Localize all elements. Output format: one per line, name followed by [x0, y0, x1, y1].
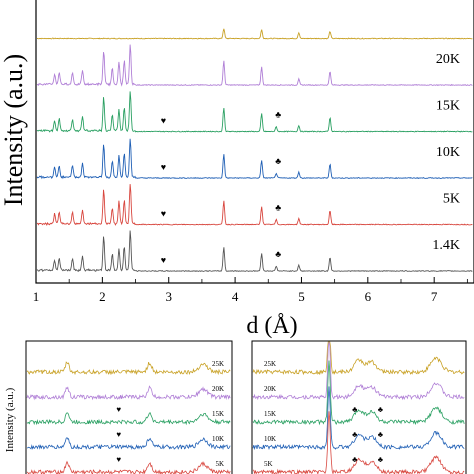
inset-peak-marker: ♥	[116, 455, 121, 464]
inset-series-line	[252, 341, 465, 376]
inset-series-label: 15K	[212, 410, 224, 418]
inset-series-line	[26, 361, 231, 376]
inset-series-label: 25K	[264, 360, 276, 368]
inset-right-panel: ♣ ♣ ♣ ♣ ♣ ♣ 25K 20K 15K 10K 5K	[251, 340, 467, 474]
inset-left-panel: ♥ ♥ ♥ 25K 20K 15K 10K 5K Intensity (a.u.)	[4, 340, 233, 474]
inset-series-label: 20K	[212, 385, 224, 393]
x-tick-label: 5	[298, 289, 305, 304]
inset-right-traces	[252, 341, 465, 474]
inset-peak-marker: ♣	[378, 455, 384, 464]
series-label: 20K	[436, 52, 460, 67]
inset-series-line	[252, 386, 465, 451]
x-tick-label: 3	[165, 289, 172, 304]
inset-left-annotations: ♥ ♥ ♥	[116, 405, 121, 464]
x-tick-label: 7	[431, 289, 438, 304]
peak-marker: ♣	[275, 203, 281, 213]
peak-marker: ♣	[275, 249, 281, 259]
peak-marker: ♣	[275, 110, 281, 120]
series-line	[36, 230, 473, 272]
inset-series-label: 5K	[264, 460, 273, 468]
series-label: 5K	[443, 192, 460, 207]
x-tick-label: 4	[232, 289, 239, 304]
inset-series-label: 20K	[264, 385, 276, 393]
series-line	[36, 44, 473, 87]
inset-left-traces	[26, 361, 231, 474]
main-x-axis-label: d (Å)	[246, 313, 297, 339]
series-label: 10K	[436, 145, 460, 160]
inset-series-line	[26, 460, 231, 474]
main-series-labels: 20K 15K 10K 5K 1.4K	[432, 52, 460, 253]
main-annotations: ♥ ♥ ♥ ♥ ♣ ♣ ♣ ♣	[161, 110, 282, 266]
inset-right-frame	[251, 340, 467, 474]
main-axes-frame	[35, 0, 474, 284]
main-x-ticks: 1 2 3 4 5 6 7	[33, 277, 468, 304]
inset-peak-marker: ♣	[352, 405, 358, 414]
x-tick-label: 2	[99, 289, 106, 304]
inset-series-label: 10K	[264, 435, 276, 443]
inset-peak-marker: ♣	[378, 405, 384, 414]
inset-series-line	[26, 385, 231, 401]
series-line	[36, 91, 473, 133]
inset-right-annotations: ♣ ♣ ♣ ♣ ♣ ♣	[352, 405, 384, 464]
inset-series-label: 25K	[212, 360, 224, 368]
inset-peak-marker: ♥	[116, 405, 121, 414]
inset-series-line	[252, 341, 465, 401]
peak-marker: ♥	[161, 255, 166, 265]
main-panel: ♥ ♥ ♥ ♥ ♣ ♣ ♣ ♣ 20K 15K 10K 5K 1.4K 1 2 3 4 5 6 7 Intensi…	[0, 0, 474, 339]
main-y-axis-label: Intensity (a.u.)	[0, 54, 28, 206]
inset-peak-marker: ♣	[352, 430, 358, 439]
inset-left-y-axis-label: Intensity (a.u.)	[4, 387, 16, 452]
inset-peak-marker: ♥	[116, 430, 121, 439]
inset-peak-marker: ♣	[352, 455, 358, 464]
inset-series-label: 5K	[215, 460, 224, 468]
inset-series-line	[27, 437, 231, 451]
peak-marker: ♥	[161, 162, 166, 172]
inset-left-series-labels: 25K 20K 15K 10K 5K	[212, 360, 224, 468]
series-line	[37, 28, 473, 40]
inset-peak-marker: ♣	[378, 430, 384, 439]
peak-marker: ♣	[275, 156, 281, 166]
inset-right-series-labels: 25K 20K 15K 10K 5K	[264, 360, 276, 468]
series-label: 1.4K	[432, 238, 460, 253]
series-line	[36, 138, 473, 180]
inset-series-label: 10K	[212, 435, 224, 443]
inset-series-line	[252, 411, 465, 474]
main-traces	[36, 28, 473, 272]
series-label: 15K	[436, 99, 460, 114]
peak-marker: ♥	[161, 116, 166, 126]
x-tick-label: 6	[365, 289, 372, 304]
inset-series-line	[26, 412, 231, 426]
x-tick-label: 1	[33, 289, 40, 304]
inset-series-label: 15K	[264, 410, 276, 418]
series-line	[36, 184, 473, 227]
inset-series-line	[252, 360, 465, 426]
peak-marker: ♥	[161, 209, 166, 219]
inset-left-frame	[25, 340, 233, 474]
